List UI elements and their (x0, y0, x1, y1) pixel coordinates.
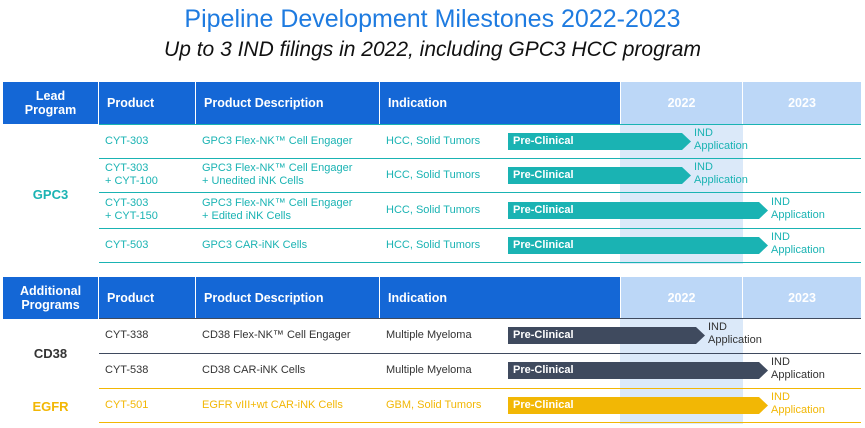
row-divider (99, 388, 861, 389)
section-top-line (99, 124, 861, 125)
indication-cell: HCC, Solid Tumors (386, 134, 481, 147)
row-divider (99, 353, 861, 354)
header-indication: Indication (380, 82, 620, 124)
stage-label: Pre-Clinical (513, 329, 574, 341)
milestone-label: IND Application (708, 321, 762, 346)
product-cell: CYT-338 (105, 329, 149, 341)
section-top-line (99, 318, 861, 319)
description-cell: CD38 Flex-NK™ Cell Engager (202, 329, 351, 341)
header-additional-programs: Additional Programs (3, 277, 98, 319)
page-subtitle: Up to 3 IND filings in 2022, including G… (164, 38, 701, 61)
stage-label: Pre-Clinical (513, 203, 574, 216)
progress-arrow (508, 396, 768, 414)
indication-cell: HCC, Solid Tumors (386, 203, 481, 216)
stage-label: Pre-Clinical (513, 168, 574, 181)
header-description: Product Description (196, 277, 379, 319)
header-year-2022: 2022 (621, 277, 742, 319)
milestone-label: IND Application (771, 195, 825, 221)
header-product: Product (99, 82, 195, 124)
group-label-gpc3: GPC3 (32, 186, 69, 202)
row-divider (99, 262, 861, 263)
page-title: Pipeline Development Milestones 2022-202… (184, 5, 681, 33)
indication-cell: HCC, Solid Tumors (386, 168, 481, 181)
product-cell: CYT-303 + CYT-100 (105, 162, 158, 187)
stage-label: Pre-Clinical (513, 364, 574, 376)
milestone-label: IND Application (694, 126, 748, 152)
stage-label: Pre-Clinical (513, 398, 574, 411)
header-indication: Indication (380, 277, 620, 319)
progress-arrow (508, 201, 768, 219)
row-divider (99, 422, 861, 423)
product-cell: CYT-303 + CYT-150 (105, 197, 158, 222)
header-description: Product Description (196, 82, 379, 124)
description-cell: GPC3 Flex-NK™ Cell Engager (202, 134, 353, 147)
indication-cell: Multiple Myeloma (386, 364, 472, 376)
stage-label: Pre-Clinical (513, 238, 574, 251)
description-cell: GPC3 CAR-iNK Cells (202, 238, 308, 251)
progress-arrow (508, 166, 691, 184)
product-cell: CYT-538 (105, 364, 149, 376)
description-cell: CD38 CAR-iNK Cells (202, 364, 306, 376)
header-year-2022: 2022 (621, 82, 742, 124)
progress-arrow (508, 132, 691, 150)
stage-label: Pre-Clinical (513, 134, 574, 147)
header-lead-program: Lead Program (3, 82, 98, 124)
row-divider (99, 158, 861, 159)
header-year-2023: 2023 (743, 82, 861, 124)
progress-arrow (508, 362, 768, 379)
row-divider (99, 192, 861, 193)
group-label-egfr: EGFR (32, 398, 69, 414)
product-cell: CYT-501 (105, 398, 149, 411)
description-cell: GPC3 Flex-NK™ Cell Engager + Edited iNK … (202, 197, 353, 222)
product-cell: CYT-303 (105, 134, 149, 147)
description-cell: GPC3 Flex-NK™ Cell Engager + Unedited iN… (202, 162, 353, 187)
indication-cell: Multiple Myeloma (386, 329, 472, 341)
indication-cell: HCC, Solid Tumors (386, 238, 481, 251)
header-product: Product (99, 277, 195, 319)
group-label-cd38: CD38 (33, 345, 68, 361)
milestone-label: IND Application (771, 230, 825, 256)
indication-cell: GBM, Solid Tumors (386, 398, 482, 411)
header-year-2023: 2023 (743, 277, 861, 319)
milestone-label: IND Application (771, 356, 825, 381)
progress-arrow (508, 236, 768, 254)
product-cell: CYT-503 (105, 238, 149, 251)
progress-arrow (508, 327, 705, 344)
row-divider (99, 228, 861, 229)
description-cell: EGFR vIII+wt CAR-iNK Cells (202, 398, 343, 411)
milestone-label: IND Application (771, 390, 825, 416)
milestone-label: IND Application (694, 160, 748, 186)
